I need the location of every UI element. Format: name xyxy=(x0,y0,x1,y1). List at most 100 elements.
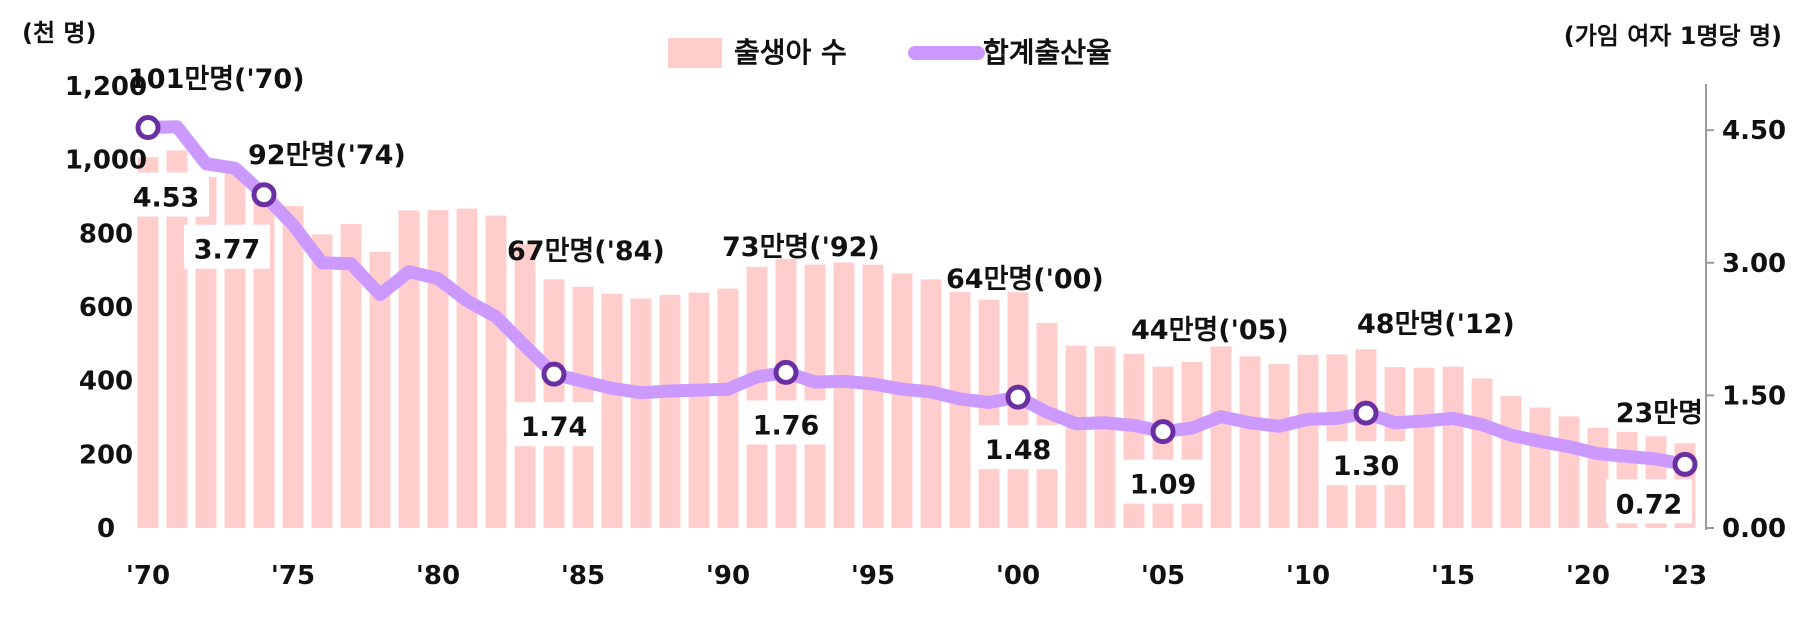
birth-annotation-2012: 48만명('12) xyxy=(1357,309,1515,340)
fertility-rate-labels: 4.53 3.77 1.74 1.76 1.48 1.09 1.30 0.72 xyxy=(123,172,1692,524)
birth-bar-2007 xyxy=(1210,346,1232,528)
birth-annotation-1974: 92만명('74) xyxy=(248,140,406,171)
birth-annotation-2005: 44만명('05) xyxy=(1131,315,1289,346)
birth-bar-1979 xyxy=(398,210,420,528)
birth-bar-2008 xyxy=(1239,356,1261,528)
birth-bar-1971 xyxy=(166,150,188,529)
fertility-marker-1970 xyxy=(135,115,161,141)
rate-label-2000: 1.48 xyxy=(985,435,1052,466)
x-tick-label: '95 xyxy=(851,561,895,591)
birth-bar-1982 xyxy=(485,215,507,529)
birth-bar-2002 xyxy=(1065,345,1087,528)
birth-bar-1975 xyxy=(282,206,304,528)
birth-bar-2017 xyxy=(1500,396,1522,528)
birth-bar-1974 xyxy=(253,188,275,528)
x-tick-label: '00 xyxy=(996,561,1040,591)
rate-label-2023: 0.72 xyxy=(1616,489,1683,520)
x-tick-label: '05 xyxy=(1141,561,1185,591)
birth-bar-1996 xyxy=(891,273,913,528)
legend-label-births: 출생아 수 xyxy=(734,36,847,69)
fertility-marker-2000 xyxy=(1005,384,1031,410)
x-tick-label: '75 xyxy=(271,561,315,591)
rate-label-1974: 3.77 xyxy=(194,235,261,266)
left-tick-label: 400 xyxy=(79,367,133,397)
birth-bar-2019 xyxy=(1558,416,1580,528)
rate-label-2005: 1.09 xyxy=(1130,470,1197,501)
rate-label-bg xyxy=(743,400,829,445)
left-tick-label: 600 xyxy=(79,293,133,323)
birth-bar-2009 xyxy=(1268,364,1290,528)
rate-label-bg xyxy=(184,224,270,269)
birth-bar-1992 xyxy=(775,258,797,528)
birth-bar-2015 xyxy=(1442,366,1464,528)
birth-bar-1978 xyxy=(369,251,391,528)
birth-bar-1990 xyxy=(717,288,739,528)
fertility-marker-1992 xyxy=(773,359,799,385)
rate-label-1984: 1.74 xyxy=(521,412,588,443)
fertility-marker-2005 xyxy=(1150,419,1176,445)
birth-bar-1977 xyxy=(340,224,362,528)
birth-bar-2010 xyxy=(1297,354,1319,528)
left-tick-label: 0 xyxy=(97,514,115,544)
birth-bar-1991 xyxy=(746,266,768,528)
birth-annotation-1970: 101만명('70) xyxy=(128,64,305,95)
birth-bar-1995 xyxy=(862,264,884,528)
legend-swatch-births xyxy=(668,38,722,68)
birth-bar-1993 xyxy=(804,264,826,528)
left-tick-label: 1,000 xyxy=(65,146,147,176)
x-tick-label: '23 xyxy=(1663,561,1707,591)
left-axis-ticks: 0 200 400 600 800 1,000 1,200 xyxy=(65,72,147,544)
birth-bar-1997 xyxy=(920,279,942,528)
birth-bar-1980 xyxy=(427,210,449,528)
left-tick-label: 800 xyxy=(79,219,133,249)
rate-label-bg xyxy=(1606,479,1692,524)
right-tick-label: 4.50 xyxy=(1722,116,1786,146)
rate-label-bg xyxy=(1120,459,1206,504)
rate-label-bg xyxy=(1323,441,1409,486)
right-axis-unit: (가임 여자 1명당 명) xyxy=(1564,22,1782,50)
fertility-marker-2012 xyxy=(1353,400,1379,426)
fertility-line xyxy=(135,115,1698,477)
right-tick-label: 3.00 xyxy=(1722,249,1786,279)
rate-label-1992: 1.76 xyxy=(753,410,820,441)
birth-bar-2014 xyxy=(1413,367,1435,528)
birth-annotation-2023: 23만명 xyxy=(1616,398,1703,429)
birth-bar-1981 xyxy=(456,208,478,528)
left-tick-label: 200 xyxy=(79,440,133,470)
x-tick-label: '90 xyxy=(706,561,750,591)
right-axis: 0.00 1.50 3.00 4.50 xyxy=(1705,84,1786,544)
birth-bar-2005 xyxy=(1152,366,1174,528)
rate-label-1970: 4.53 xyxy=(133,183,200,214)
x-tick-label: '15 xyxy=(1431,561,1475,591)
x-tick-label: '10 xyxy=(1286,561,1330,591)
birth-bar-1983 xyxy=(514,244,536,528)
birth-bar-2012 xyxy=(1355,349,1377,528)
fertility-marker-1974 xyxy=(251,182,277,208)
left-axis-unit: (천 명) xyxy=(22,19,96,47)
x-axis-ticks: '70 '75 '80 '85 '90 '95 '00 '05 '10 '15 '20 '23 xyxy=(126,561,1707,591)
fertility-marker-1984 xyxy=(541,361,567,387)
x-tick-label: '80 xyxy=(416,561,460,591)
birth-bar-2000 xyxy=(1007,292,1029,528)
left-tick-label: 1,200 xyxy=(65,72,147,102)
rate-label-bg xyxy=(123,172,209,217)
legend-label-tfr: 합계출산율 xyxy=(983,36,1112,69)
right-tick-label: 0.00 xyxy=(1722,514,1786,544)
birth-bar-1989 xyxy=(688,292,710,528)
birth-bar-1994 xyxy=(833,262,855,528)
birth-bar-1976 xyxy=(311,234,333,528)
legend: 출생아 수 합계출산율 xyxy=(668,36,1112,69)
birth-annotation-1984: 67만명('84) xyxy=(507,236,665,267)
birth-annotations: 101만명('70) 92만명('74) 67만명('84) 73만명('92) 64만… xyxy=(128,64,1703,429)
x-tick-label: '85 xyxy=(561,561,605,591)
fertility-marker-2023 xyxy=(1672,451,1698,477)
birth-bar-2003 xyxy=(1094,346,1116,528)
birth-bar-1999 xyxy=(978,299,1000,528)
birth-bar-1986 xyxy=(601,293,623,528)
right-tick-label: 1.50 xyxy=(1722,381,1786,411)
birth-annotation-2000: 64만명('00) xyxy=(946,264,1104,295)
birth-bar-1998 xyxy=(949,291,971,528)
birth-bar-1970 xyxy=(137,157,159,529)
